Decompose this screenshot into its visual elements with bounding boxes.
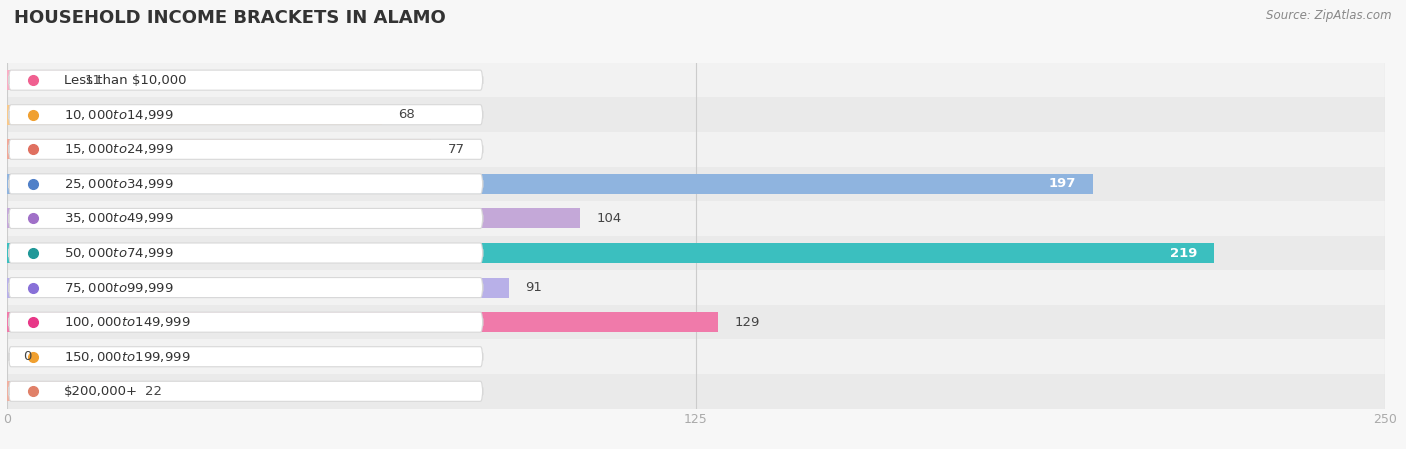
Bar xyxy=(7,381,128,401)
Text: $15,000 to $24,999: $15,000 to $24,999 xyxy=(63,142,173,156)
Text: Source: ZipAtlas.com: Source: ZipAtlas.com xyxy=(1267,9,1392,22)
Bar xyxy=(7,139,432,159)
Bar xyxy=(7,374,1385,409)
Bar xyxy=(7,97,1385,132)
Text: $25,000 to $34,999: $25,000 to $34,999 xyxy=(63,177,173,191)
FancyBboxPatch shape xyxy=(8,243,482,263)
Text: $75,000 to $99,999: $75,000 to $99,999 xyxy=(63,281,173,295)
Text: 11: 11 xyxy=(84,74,101,87)
Bar xyxy=(7,312,718,332)
FancyBboxPatch shape xyxy=(8,277,482,298)
Text: 129: 129 xyxy=(734,316,759,329)
FancyBboxPatch shape xyxy=(8,347,482,367)
FancyBboxPatch shape xyxy=(8,139,482,159)
FancyBboxPatch shape xyxy=(8,208,482,229)
Text: Less than $10,000: Less than $10,000 xyxy=(63,74,187,87)
Text: $10,000 to $14,999: $10,000 to $14,999 xyxy=(63,108,173,122)
Bar xyxy=(7,63,1385,97)
Bar xyxy=(7,208,581,229)
Bar xyxy=(7,305,1385,339)
FancyBboxPatch shape xyxy=(8,174,482,194)
Text: $50,000 to $74,999: $50,000 to $74,999 xyxy=(63,246,173,260)
Text: 0: 0 xyxy=(24,350,32,363)
Text: 197: 197 xyxy=(1049,177,1076,190)
FancyBboxPatch shape xyxy=(8,105,482,125)
Bar xyxy=(7,70,67,90)
Bar xyxy=(7,243,1213,263)
Text: 219: 219 xyxy=(1170,247,1198,260)
Bar xyxy=(7,174,1092,194)
FancyBboxPatch shape xyxy=(8,381,482,401)
Bar xyxy=(7,132,1385,167)
Text: 22: 22 xyxy=(145,385,162,398)
FancyBboxPatch shape xyxy=(8,312,482,332)
Bar xyxy=(7,339,1385,374)
Text: $200,000+: $200,000+ xyxy=(63,385,138,398)
Text: 104: 104 xyxy=(596,212,621,225)
Bar xyxy=(7,270,1385,305)
Bar xyxy=(7,236,1385,270)
Text: 77: 77 xyxy=(449,143,465,156)
FancyBboxPatch shape xyxy=(8,70,482,90)
Bar xyxy=(7,105,382,125)
Bar xyxy=(7,277,509,298)
Text: HOUSEHOLD INCOME BRACKETS IN ALAMO: HOUSEHOLD INCOME BRACKETS IN ALAMO xyxy=(14,9,446,27)
Text: $100,000 to $149,999: $100,000 to $149,999 xyxy=(63,315,190,329)
Text: 68: 68 xyxy=(398,108,415,121)
Bar xyxy=(7,201,1385,236)
Text: 91: 91 xyxy=(524,281,541,294)
Bar xyxy=(7,167,1385,201)
Text: $150,000 to $199,999: $150,000 to $199,999 xyxy=(63,350,190,364)
Text: $35,000 to $49,999: $35,000 to $49,999 xyxy=(63,211,173,225)
